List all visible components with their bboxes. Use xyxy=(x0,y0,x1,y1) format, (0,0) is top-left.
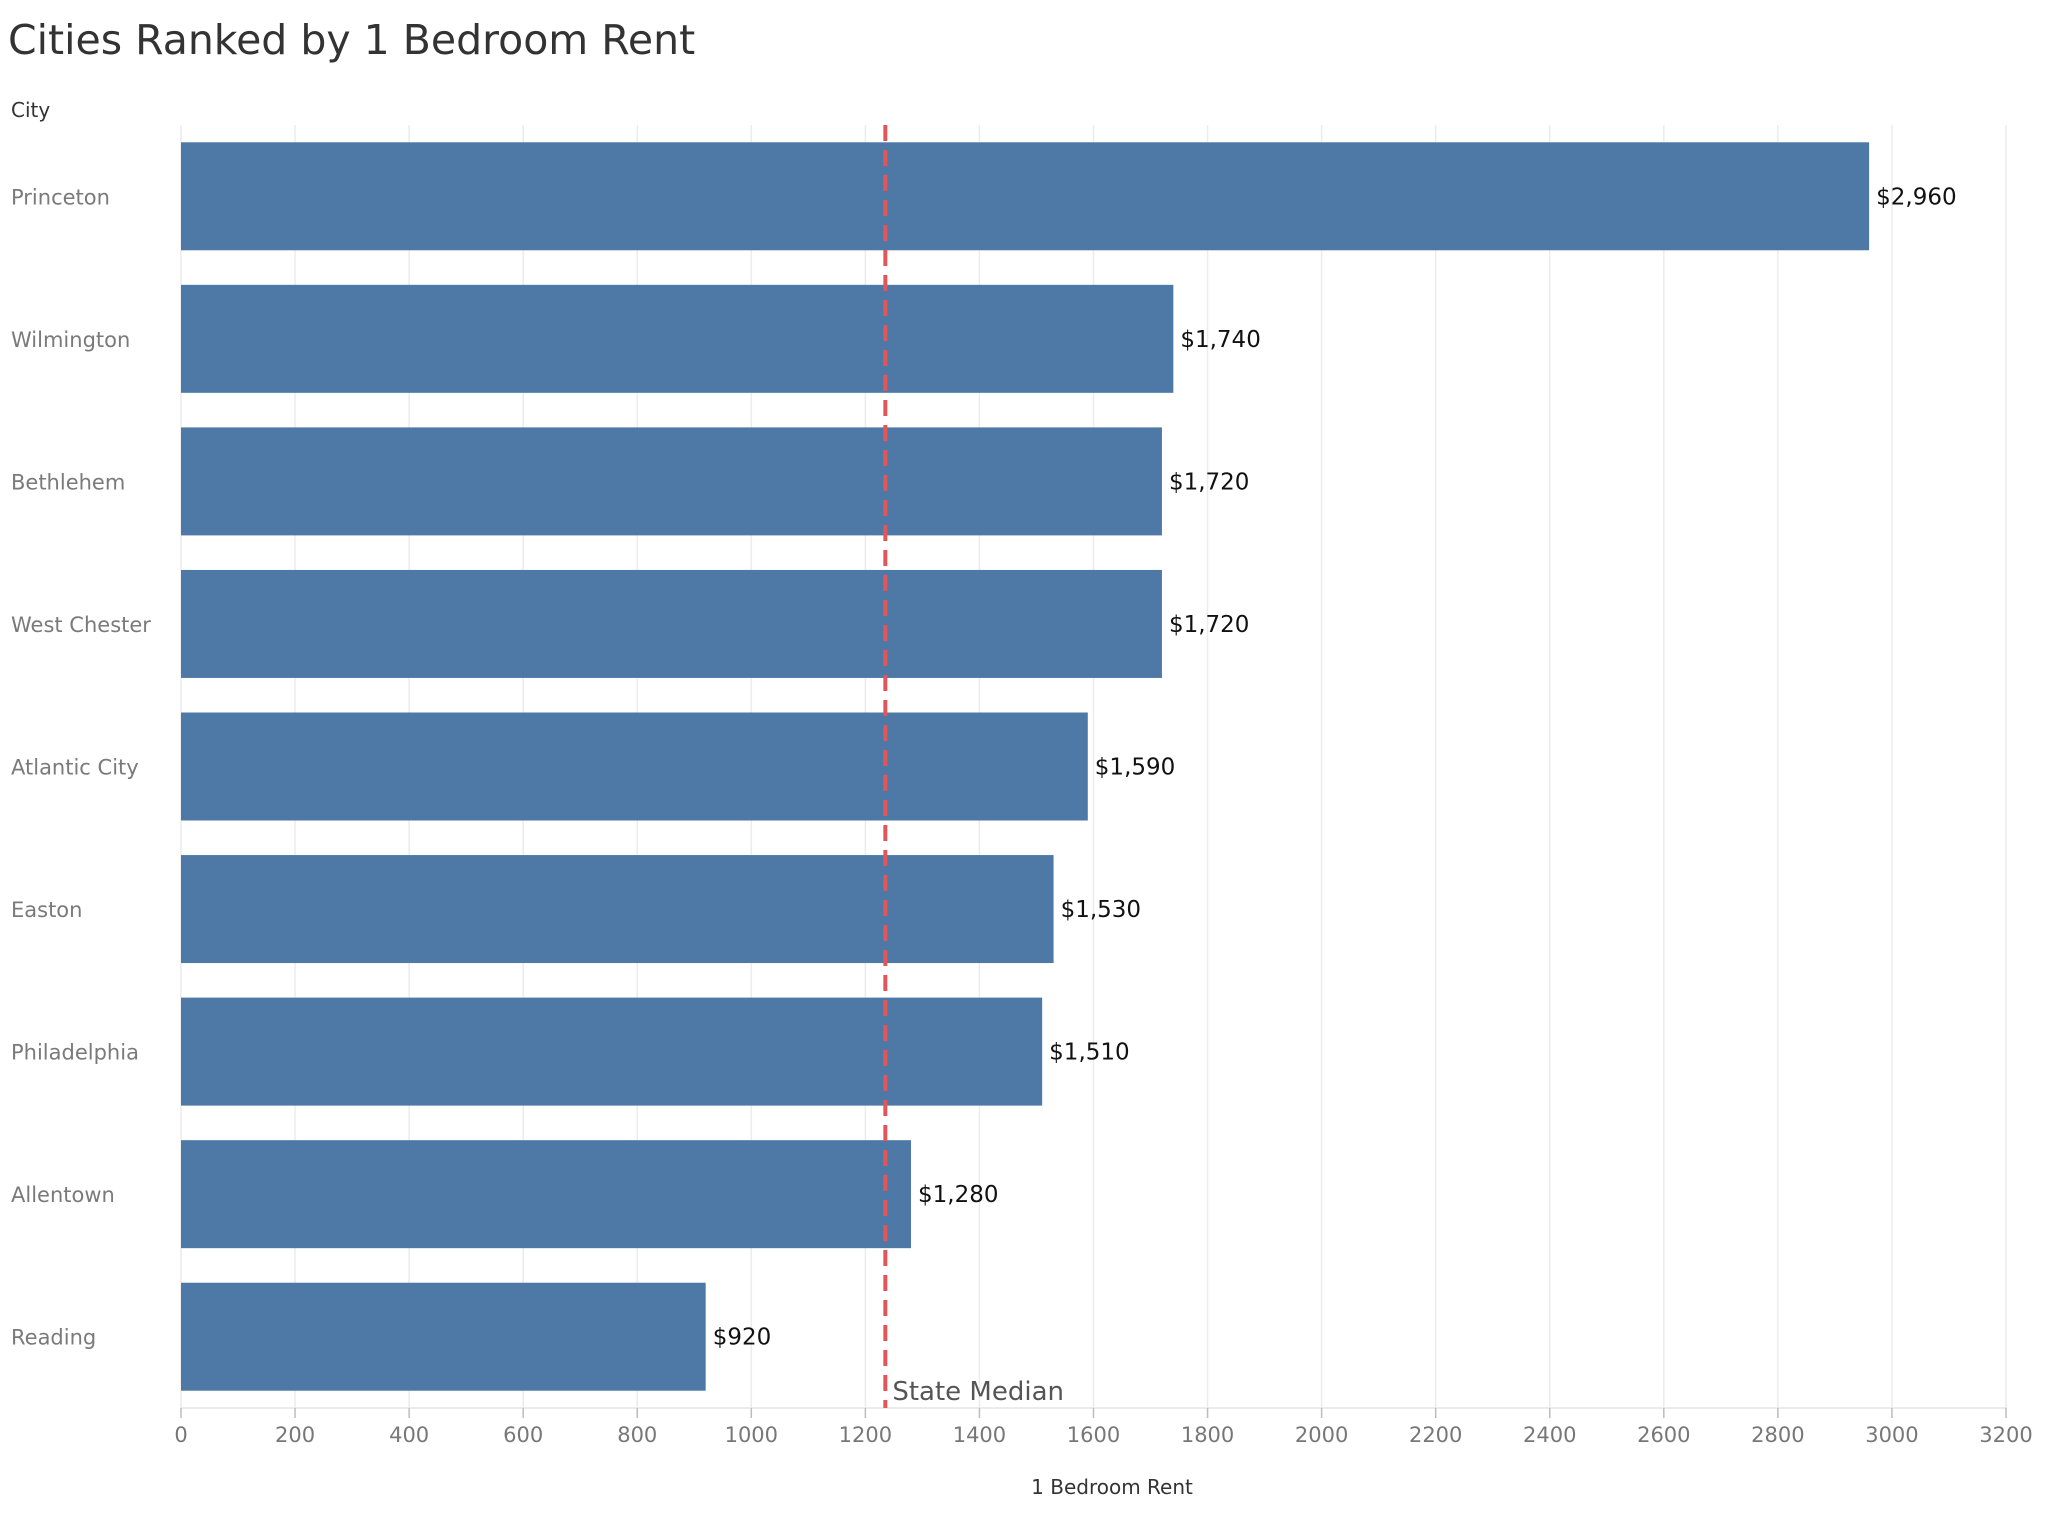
bar-reading[interactable] xyxy=(181,1282,706,1391)
x-tick-label: 600 xyxy=(503,1423,543,1447)
bar-bethlehem[interactable] xyxy=(181,427,1162,536)
value-label: $1,740 xyxy=(1180,327,1260,353)
reference-line-label: State Median xyxy=(892,1377,1064,1407)
bar-wilmington[interactable] xyxy=(181,284,1174,393)
x-tick-label: 2800 xyxy=(1751,1423,1804,1447)
y-axis-title: City xyxy=(11,98,50,122)
x-tick-label: 2400 xyxy=(1523,1423,1576,1447)
category-label: Philadelphia xyxy=(11,1041,139,1065)
value-label: $920 xyxy=(713,1325,772,1351)
x-axis-title: 1 Bedroom Rent xyxy=(1031,1475,1193,1499)
x-tick-label: 1600 xyxy=(1067,1423,1120,1447)
x-tick-label: 1000 xyxy=(725,1423,778,1447)
bar-easton[interactable] xyxy=(181,855,1054,964)
x-tick-label: 200 xyxy=(275,1423,315,1447)
value-label: $2,960 xyxy=(1876,184,1956,210)
state-median-reference-line: State Median xyxy=(883,125,1064,1408)
value-label: $1,590 xyxy=(1095,755,1175,781)
category-label: Reading xyxy=(11,1326,96,1350)
x-tick-label: 2000 xyxy=(1295,1423,1348,1447)
x-tick-label: 3200 xyxy=(1979,1423,2032,1447)
category-label: Bethlehem xyxy=(11,470,125,494)
category-label: Princeton xyxy=(11,185,110,209)
x-tick-label: 1800 xyxy=(1181,1423,1234,1447)
x-tick-label: 2600 xyxy=(1637,1423,1690,1447)
chart-title: Cities Ranked by 1 Bedroom Rent xyxy=(8,16,696,64)
bar-atlantic-city[interactable] xyxy=(181,712,1088,821)
x-tick-label: 1200 xyxy=(839,1423,892,1447)
value-label: $1,720 xyxy=(1169,469,1249,495)
bar-princeton[interactable] xyxy=(181,142,1870,251)
bar-allentown[interactable] xyxy=(181,1140,911,1249)
category-label: Atlantic City xyxy=(11,756,139,780)
value-label: $1,720 xyxy=(1169,612,1249,638)
x-tick-label: 0 xyxy=(174,1423,187,1447)
bar-philadelphia[interactable] xyxy=(181,997,1043,1106)
bars xyxy=(181,142,1870,1391)
category-label: West Chester xyxy=(11,613,151,637)
category-label: Wilmington xyxy=(11,328,130,352)
x-tick-label: 3000 xyxy=(1865,1423,1918,1447)
x-tick-label: 2200 xyxy=(1409,1423,1462,1447)
category-label: Allentown xyxy=(11,1183,115,1207)
value-label: $1,280 xyxy=(918,1182,998,1208)
category-labels: Princeton Wilmington Bethlehem West Chester… xyxy=(11,185,151,1349)
category-label: Easton xyxy=(11,898,82,922)
bar-west-chester[interactable] xyxy=(181,569,1162,678)
x-axis-ticks: 0 200 400 600 800 1000 1200 1400 1600 1800 2000 220… xyxy=(174,1408,2033,1447)
value-labels: $2,960 $1,740 $1,720 $1,720 $1,590 $1,530 $1,5… xyxy=(713,184,1957,1350)
x-tick-label: 400 xyxy=(389,1423,429,1447)
value-label: $1,510 xyxy=(1049,1040,1129,1066)
x-tick-label: 800 xyxy=(617,1423,657,1447)
x-tick-label: 1400 xyxy=(953,1423,1006,1447)
value-label: $1,530 xyxy=(1061,897,1141,923)
